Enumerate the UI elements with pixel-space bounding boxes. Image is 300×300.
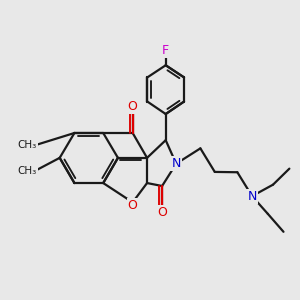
Text: CH₃: CH₃: [18, 166, 37, 176]
Text: O: O: [128, 200, 138, 212]
Text: O: O: [157, 206, 167, 219]
Text: O: O: [128, 100, 138, 113]
Text: F: F: [162, 44, 169, 57]
Text: CH₃: CH₃: [18, 140, 37, 150]
Text: N: N: [248, 190, 257, 202]
Text: N: N: [172, 157, 181, 170]
